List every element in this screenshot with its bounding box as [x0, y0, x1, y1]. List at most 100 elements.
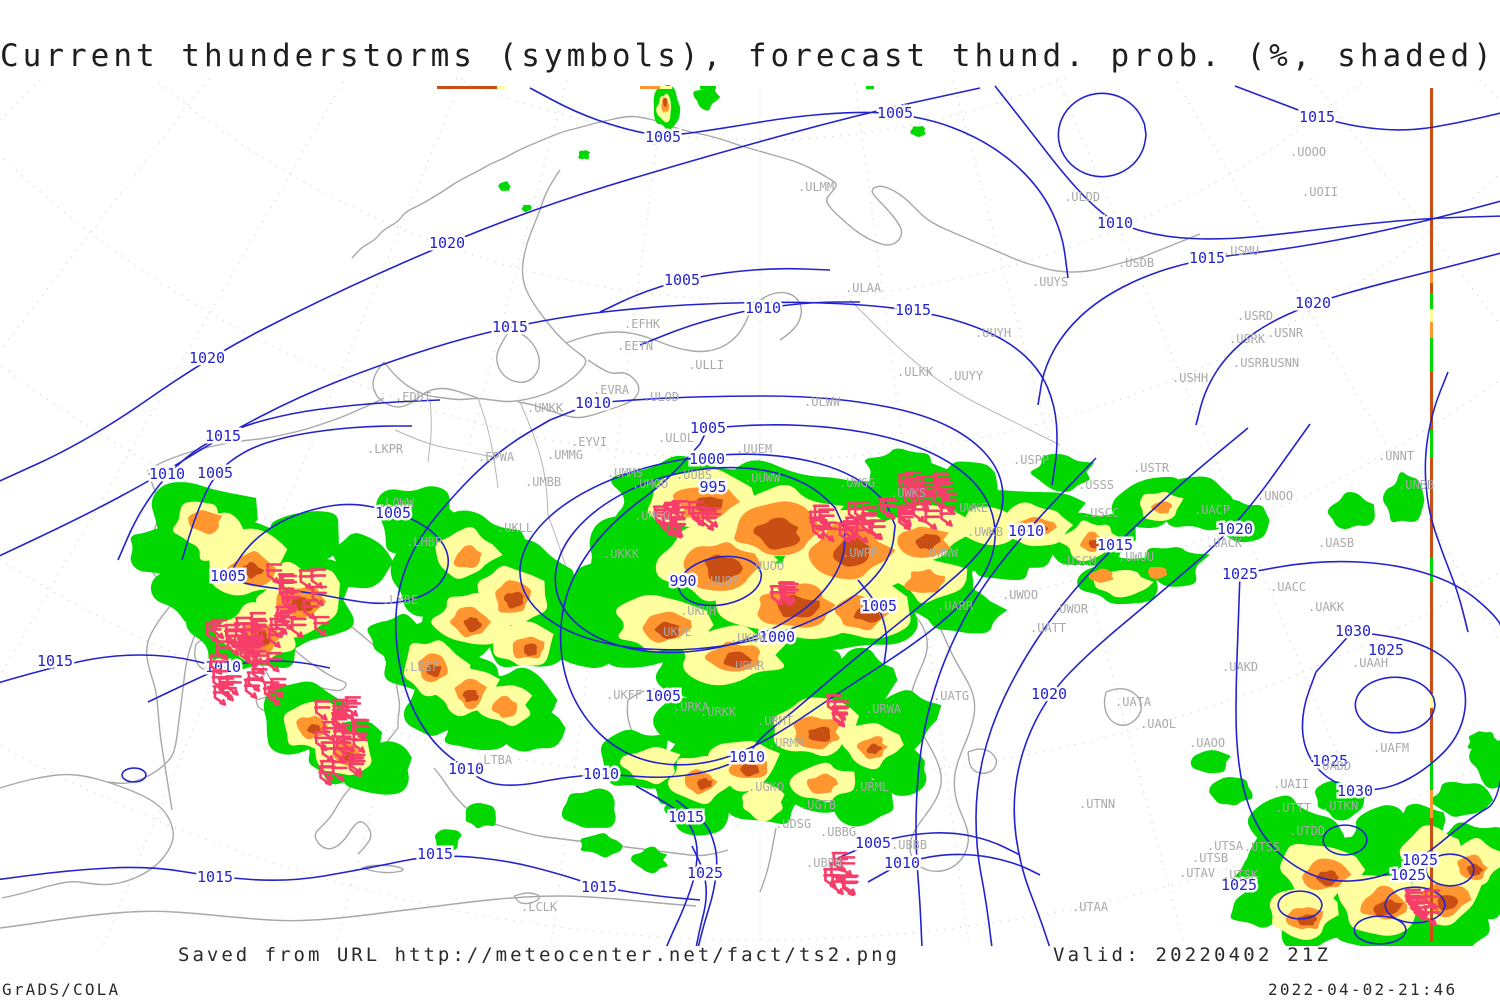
isobar-label: 1010 [884, 854, 920, 872]
station-label: .URML [853, 780, 889, 794]
shade-blob-level-1 [1209, 776, 1253, 806]
shade-blob-level-1 [1327, 491, 1375, 530]
station-label: .UTAA [1072, 900, 1109, 914]
isobar-label: 1005 [645, 128, 681, 146]
station-label: .USSS [1078, 478, 1114, 492]
station-label: .UWKB [967, 525, 1003, 539]
station-label: .USRR [1233, 356, 1270, 370]
shade-blob-level-1 [1350, 805, 1407, 851]
station-label: .UATG [933, 689, 969, 703]
station-label: .EDDT [395, 390, 431, 404]
station-label: .UMBB [525, 475, 561, 489]
station-label: .UAFM [1373, 741, 1409, 755]
station-label: .UUEM [736, 442, 772, 456]
isobar-label: 1005 [877, 104, 913, 122]
station-label: .EETN [617, 339, 653, 353]
station-label: .URKA [673, 700, 710, 714]
coastline-path [0, 773, 174, 899]
shade-blob-level-4 [1030, 524, 1049, 534]
shade-blob-level-4 [808, 726, 831, 742]
edge-shade-bar [1430, 338, 1433, 372]
station-label: .USNN [1263, 356, 1299, 370]
shade-blob-level-4 [915, 533, 941, 551]
station-label: .UAOO [1189, 736, 1225, 750]
shade-blob-level-2 [742, 782, 785, 822]
shade-blob-level-1 [1430, 781, 1494, 817]
station-label: .UWGG [839, 476, 875, 490]
isobar-label: 1020 [189, 349, 225, 367]
isobar-path [857, 579, 888, 665]
station-label: .USRD [1237, 309, 1273, 323]
meridian-line [951, 78, 1186, 946]
station-label: .UKOW [730, 631, 767, 645]
station-label: .UOOO [1290, 145, 1326, 159]
shade-blob-level-4 [1466, 863, 1485, 876]
isobar-label: 1005 [861, 597, 897, 615]
station-label: .UGTB [800, 798, 836, 812]
isobar-path [1424, 371, 1469, 633]
shade-blob-level-4 [462, 689, 480, 702]
shade-blob-level-1 [649, 134, 663, 145]
isobar-path [0, 301, 1058, 557]
station-label: .LBSF [403, 660, 439, 674]
isobar-path [0, 87, 981, 482]
station-label: .ULOD [643, 390, 679, 404]
station-label: .URKK [700, 705, 737, 719]
station-label: .UTDD [1289, 824, 1325, 838]
saved-from-url-text: Saved from URL http://meteocenter.net/fa… [178, 944, 900, 966]
station-label: .UUYH [975, 326, 1011, 340]
coastline-path [565, 291, 803, 353]
edge-shade-bar [497, 86, 505, 89]
station-label: .UBBN [806, 856, 842, 870]
isobar-label: 1015 [895, 301, 931, 319]
station-label: .UAII [1273, 777, 1309, 791]
edge-shade-bar [866, 86, 874, 89]
isobar-label: 1000 [759, 628, 795, 646]
station-label: .UUBS [676, 468, 712, 482]
shade-blob-level-1 [498, 181, 511, 191]
shade-blob-level-4 [503, 592, 524, 609]
station-label: .UTSA [1207, 839, 1244, 853]
isobar-path [915, 457, 1097, 946]
isobar-path [691, 845, 708, 946]
isobar-path [117, 399, 441, 561]
station-label: .ULKK [897, 365, 934, 379]
shade-blob-level-1 [815, 647, 898, 708]
edge-shade-bar [1430, 270, 1433, 283]
isobar-path [1235, 560, 1500, 882]
shade-blob-level-1 [693, 86, 721, 111]
isobar-label: 1005 [664, 271, 700, 289]
edge-shade-bar [660, 86, 672, 89]
station-label: .UMKK [527, 401, 564, 415]
station-label: .UACK [1206, 536, 1243, 550]
station-label: .UWKS [890, 486, 926, 500]
isobar-path [554, 466, 846, 654]
edge-shade-bar [1430, 582, 1433, 694]
isobar-label-layer: 1020 1020 1020 1020 1020 1015 1015 1015 1015 1015… [34, 102, 1440, 899]
isobar-label: 1010 [745, 299, 781, 317]
edge-shade-bar [1430, 458, 1433, 558]
station-label: .UTKN [1322, 799, 1358, 813]
shade-blob-level-1 [367, 614, 421, 660]
isobar-path [675, 799, 718, 946]
shade-blob-level-4 [426, 664, 442, 678]
isobar-label: 1010 [1097, 214, 1133, 232]
isobar-path [1425, 853, 1475, 887]
station-label: .URMT [757, 714, 793, 728]
isobar-path [181, 425, 412, 561]
shade-blob-level-4 [853, 605, 881, 623]
shade-blob-level-4 [704, 554, 744, 583]
shade-blob-level-1 [1030, 453, 1095, 493]
station-label: .ULWW [804, 395, 841, 409]
shade-blob-level-1 [521, 204, 532, 213]
station-label: .ULLI [688, 358, 724, 372]
isobar-path [1384, 886, 1446, 924]
station-label: .UTSS [1244, 840, 1280, 854]
isobar-path [519, 453, 896, 651]
shade-blob-level-4 [523, 643, 537, 656]
coastline-path [0, 895, 697, 929]
station-label: .UWOO [1002, 588, 1038, 602]
coastline-path [361, 864, 404, 874]
station-label: .USRK [1229, 332, 1266, 346]
